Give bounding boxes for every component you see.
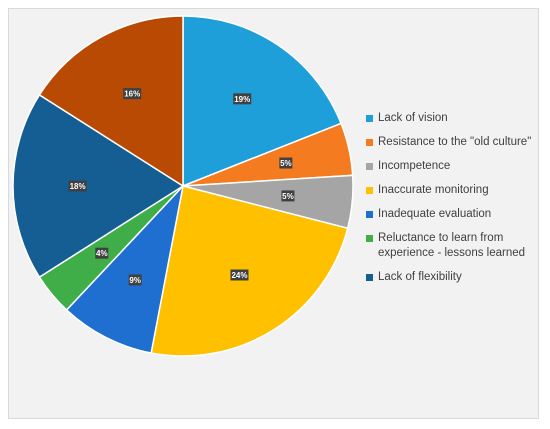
legend-item-lack-of-flexibility: Lack of flexibility (366, 270, 538, 285)
chart-area: 19% 5% 5% 24% 9% 4% 18% 16% Lack of vision Resi… (8, 8, 539, 419)
legend-label: Inadequate evaluation (378, 208, 492, 220)
data-label-box (230, 269, 249, 281)
legend-item-reluctance-to-learn: Reluctance to learn from experience - le… (366, 231, 538, 261)
data-label: 4% (96, 249, 108, 258)
pie-slice (38, 15, 184, 188)
legend-label: Resistance to the "old culture" (378, 136, 532, 148)
pie-chart: 19% 5% 5% 24% 9% 4% 18% 16% (12, 15, 354, 357)
pie-slice (150, 185, 349, 357)
legend-item-inadequate-evaluation: Inadequate evaluation (366, 207, 538, 222)
pie-data-labels: 19% 5% 5% 24% 9% 4% 18% 16% (68, 88, 295, 286)
legend-label: Incompetence (378, 160, 451, 172)
data-label-box (68, 180, 87, 192)
data-label-box (279, 157, 293, 169)
legend-swatch (366, 235, 373, 242)
data-label: 9% (129, 276, 141, 285)
pie-slices (12, 15, 354, 357)
legend-swatch (366, 187, 373, 194)
legend-label: Reluctance to learn from experience - le… (378, 232, 526, 259)
pie-slice (12, 93, 185, 279)
legend-item-inaccurate-monitoring: Inaccurate monitoring (366, 183, 538, 198)
data-label-box (123, 88, 142, 100)
data-label: 5% (280, 159, 292, 168)
legend-swatch (366, 211, 373, 218)
legend-label: Lack of flexibility (378, 271, 462, 283)
legend-item-incompetence: Incompetence (366, 159, 538, 174)
legend-item-lack-of-vision: Lack of vision (366, 111, 538, 126)
legend-item-resistance-old-culture: Resistance to the "old culture" (366, 135, 538, 150)
data-label: 5% (282, 192, 294, 201)
legend-swatch (366, 115, 373, 122)
data-label-box (233, 93, 252, 105)
legend-swatch (366, 139, 373, 146)
legend-label: Inaccurate monitoring (378, 184, 489, 196)
pie-slice (182, 15, 343, 188)
legend: Lack of vision Resistance to the "old cu… (366, 111, 538, 294)
legend-swatch (366, 274, 373, 281)
data-label: 19% (234, 95, 250, 104)
data-label-box (95, 247, 109, 259)
data-label: 16% (124, 90, 140, 99)
pie-slice (65, 183, 185, 354)
legend-label: Lack of vision (378, 112, 448, 124)
data-label: 18% (70, 182, 86, 191)
data-label-box (281, 190, 295, 202)
data-label-box (128, 274, 142, 286)
legend-swatch (366, 163, 373, 170)
data-label: 24% (231, 271, 247, 280)
